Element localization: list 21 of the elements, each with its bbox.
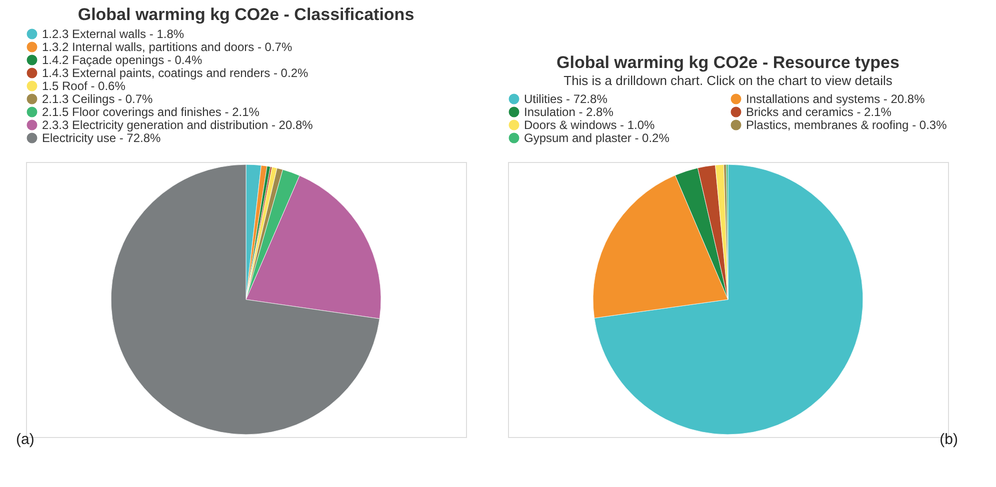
legend-label: Installations and systems - 20.8% — [746, 92, 926, 106]
legend-label: Insulation - 2.8% — [524, 105, 614, 119]
legend-label: Gypsum and plaster - 0.2% — [524, 131, 670, 145]
legend-label: 2.3.3 Electricity generation and distribution - 20.8% — [42, 118, 314, 132]
chart-title: Global warming kg CO2e - Resource types — [556, 53, 900, 72]
legend-label: 1.5 Roof - 0.6% — [42, 79, 126, 93]
legend-label: Plastics, membranes & roofing - 0.3% — [746, 118, 948, 132]
legend-label: Electricity use - 72.8% — [42, 131, 162, 145]
legend-label: 1.3.2 Internal walls, partitions and doors - 0.7% — [42, 40, 292, 54]
legend-label: 1.2.3 External walls - 1.8% — [42, 27, 184, 41]
text: (b) — [940, 431, 958, 448]
legend-label: Utilities - 72.8% — [524, 92, 608, 106]
legend-label: Bricks and ceramics - 2.1% — [746, 105, 892, 119]
legend-label: 2.1.3 Ceilings - 0.7% — [42, 92, 154, 106]
legend-label: 1.4.3 External paints, coatings and renders - 0.2% — [42, 66, 308, 80]
legend-label: 2.1.5 Floor coverings and finishes - 2.1% — [42, 105, 260, 119]
text: (a) — [16, 431, 34, 448]
chart-subtitle: This is a drilldown chart. Click on the chart to view details — [564, 73, 893, 88]
chart-title: Global warming kg CO2e - Classifications — [78, 5, 414, 24]
legend-label: 1.4.2 Façade openings - 0.4% — [42, 53, 202, 67]
legend-label: Doors & windows - 1.0% — [524, 118, 656, 132]
